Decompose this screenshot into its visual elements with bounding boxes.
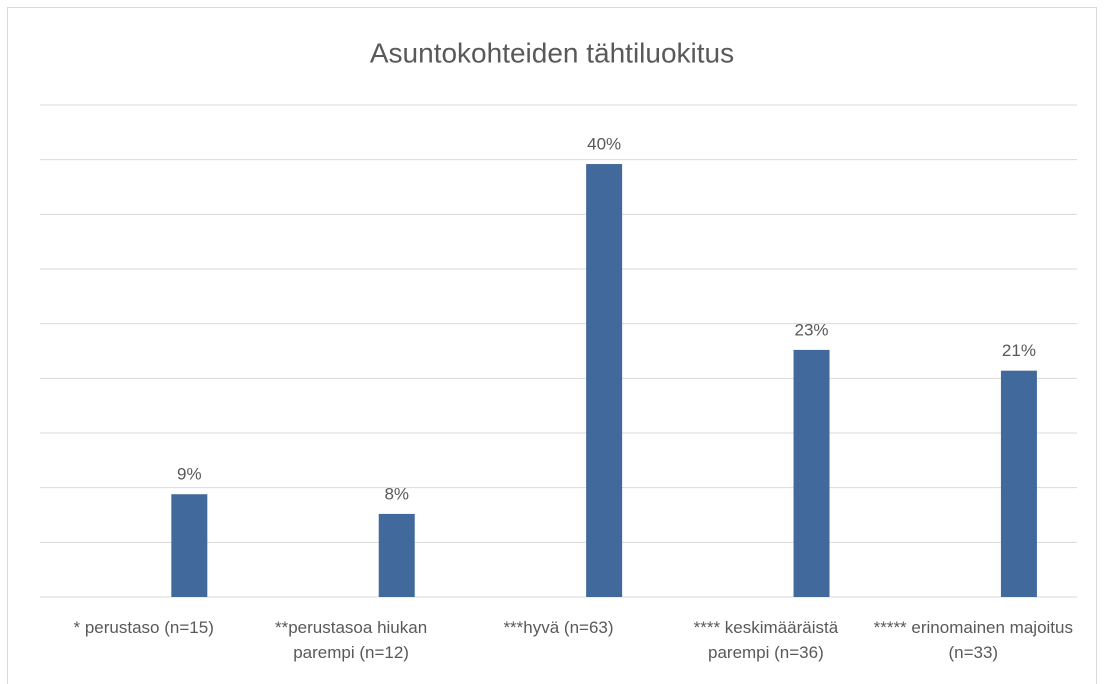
bar [586,164,623,598]
x-tick-label: **** keskimääräistä parempi (n=36) [693,618,839,662]
chart-title: Asuntokohteiden tähtiluokitus [370,37,734,68]
x-tick-label: ***hyvä (n=63) [503,618,614,637]
value-label: 8% [384,484,409,503]
x-tick-label: * perustaso (n=15) [73,618,214,637]
bar [793,349,830,597]
value-label: 9% [177,465,202,484]
value-label: 40% [587,135,621,154]
value-label: 21% [1002,341,1036,360]
bar [1000,370,1037,597]
bar [378,513,415,597]
chart-border [7,7,1097,684]
x-tick-label: ***** erinomainen majoitus (n=33) [873,618,1073,662]
value-label: 23% [795,320,829,339]
bar [171,494,208,597]
x-tick-label: **perustasoa hiukan parempi (n=12) [275,618,428,662]
